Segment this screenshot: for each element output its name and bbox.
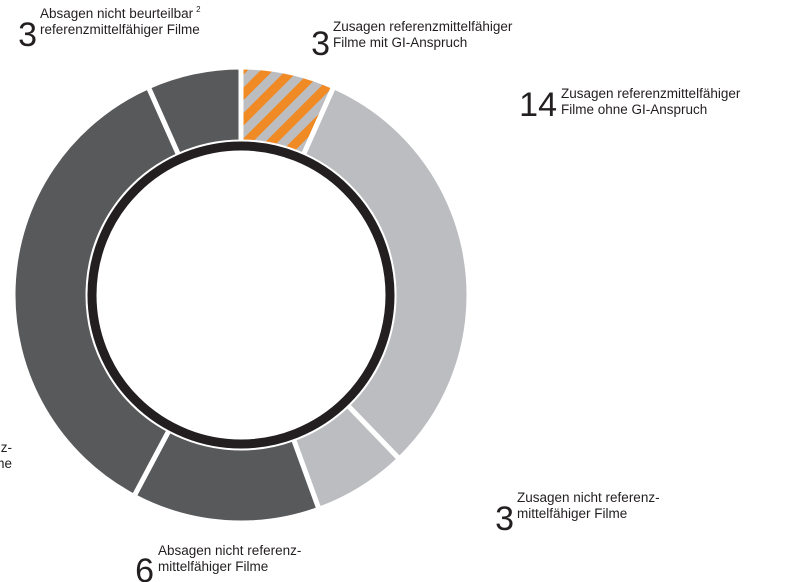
label-value: 3: [18, 16, 37, 54]
label-value: 14: [519, 86, 557, 124]
label-line: Zusagen referenzmittelfähiger: [333, 19, 513, 34]
label-line: mittelfähiger Filme: [158, 559, 268, 574]
segment-label: 6 Absagen nicht referenz-mittelfähiger Fi…: [135, 543, 301, 582]
label-line: referenzmittelfähiger Filme: [40, 22, 200, 37]
label-line: Zusagen referenzmittelfähiger: [561, 86, 741, 101]
footnote-marker: 2: [196, 5, 201, 14]
label-value: 3: [311, 25, 330, 63]
label-line: mittelfähiger Filme: [0, 456, 12, 471]
label-line: Absagen referenz-: [0, 440, 12, 455]
segment-label: 16Absagen referenz-mittelfähiger Filme: [0, 440, 12, 471]
label-line: Filme ohne GI-Anspruch: [561, 102, 707, 117]
label-line: Zusagen nicht referenz-: [517, 490, 660, 505]
label-value: 3: [495, 500, 514, 538]
label-line: Absagen nicht referenz-: [158, 543, 301, 558]
label-line: mittelfähiger Filme: [517, 506, 627, 521]
label-value: 6: [135, 552, 154, 582]
label-line: Absagen nicht beurteilbar: [40, 6, 194, 21]
label-line: Filme mit GI-Anspruch: [333, 35, 467, 50]
inner-ring: [87, 141, 395, 449]
